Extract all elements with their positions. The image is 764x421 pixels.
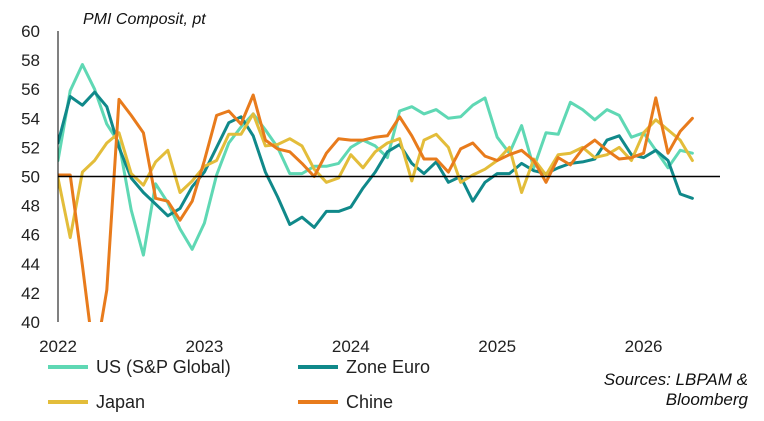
source-note-line-2: Bloomberg (666, 390, 749, 409)
y-tick-label: 60 (21, 22, 40, 41)
legend-label-japan: Japan (96, 392, 145, 412)
x-tick-label: 2022 (39, 337, 77, 356)
y-tick-label: 46 (21, 226, 40, 245)
y-tick-label: 48 (21, 197, 40, 216)
x-tick-label: 2024 (332, 337, 370, 356)
source-note-line-1: Sources: LBPAM & (604, 370, 748, 389)
y-tick-label: 50 (21, 168, 40, 187)
series-line-zone-euro (58, 90, 694, 229)
y-tick-label: 42 (21, 284, 40, 303)
y-tick-label: 58 (21, 51, 40, 70)
x-axis-ticks: 2022 2023 2024 2025 2026 (39, 337, 662, 356)
legend-label-zone-euro: Zone Euro (346, 357, 430, 377)
y-tick-label: 52 (21, 138, 40, 157)
legend-label-chine: Chine (346, 392, 393, 412)
y-tick-label: 56 (21, 80, 40, 99)
legend: US (S&P Global) Zone Euro Japan Chine (48, 357, 430, 412)
series-line-us-s-p-global (58, 63, 694, 257)
y-tick-label: 40 (21, 313, 40, 332)
y-axis-ticks: 40 42 44 46 48 50 52 54 56 58 60 (21, 22, 40, 332)
series-line-chine (58, 93, 694, 322)
chart-title: PMI Composit, pt (83, 11, 206, 28)
series-line-japan (58, 112, 694, 240)
legend-label-us-s-p-global: US (S&P Global) (96, 357, 231, 377)
x-tick-label: 2026 (625, 337, 663, 356)
y-tick-label: 44 (21, 255, 40, 274)
series-lines (58, 63, 694, 322)
x-tick-label: 2025 (478, 337, 516, 356)
x-tick-label: 2023 (185, 337, 223, 356)
y-tick-label: 54 (21, 109, 40, 128)
